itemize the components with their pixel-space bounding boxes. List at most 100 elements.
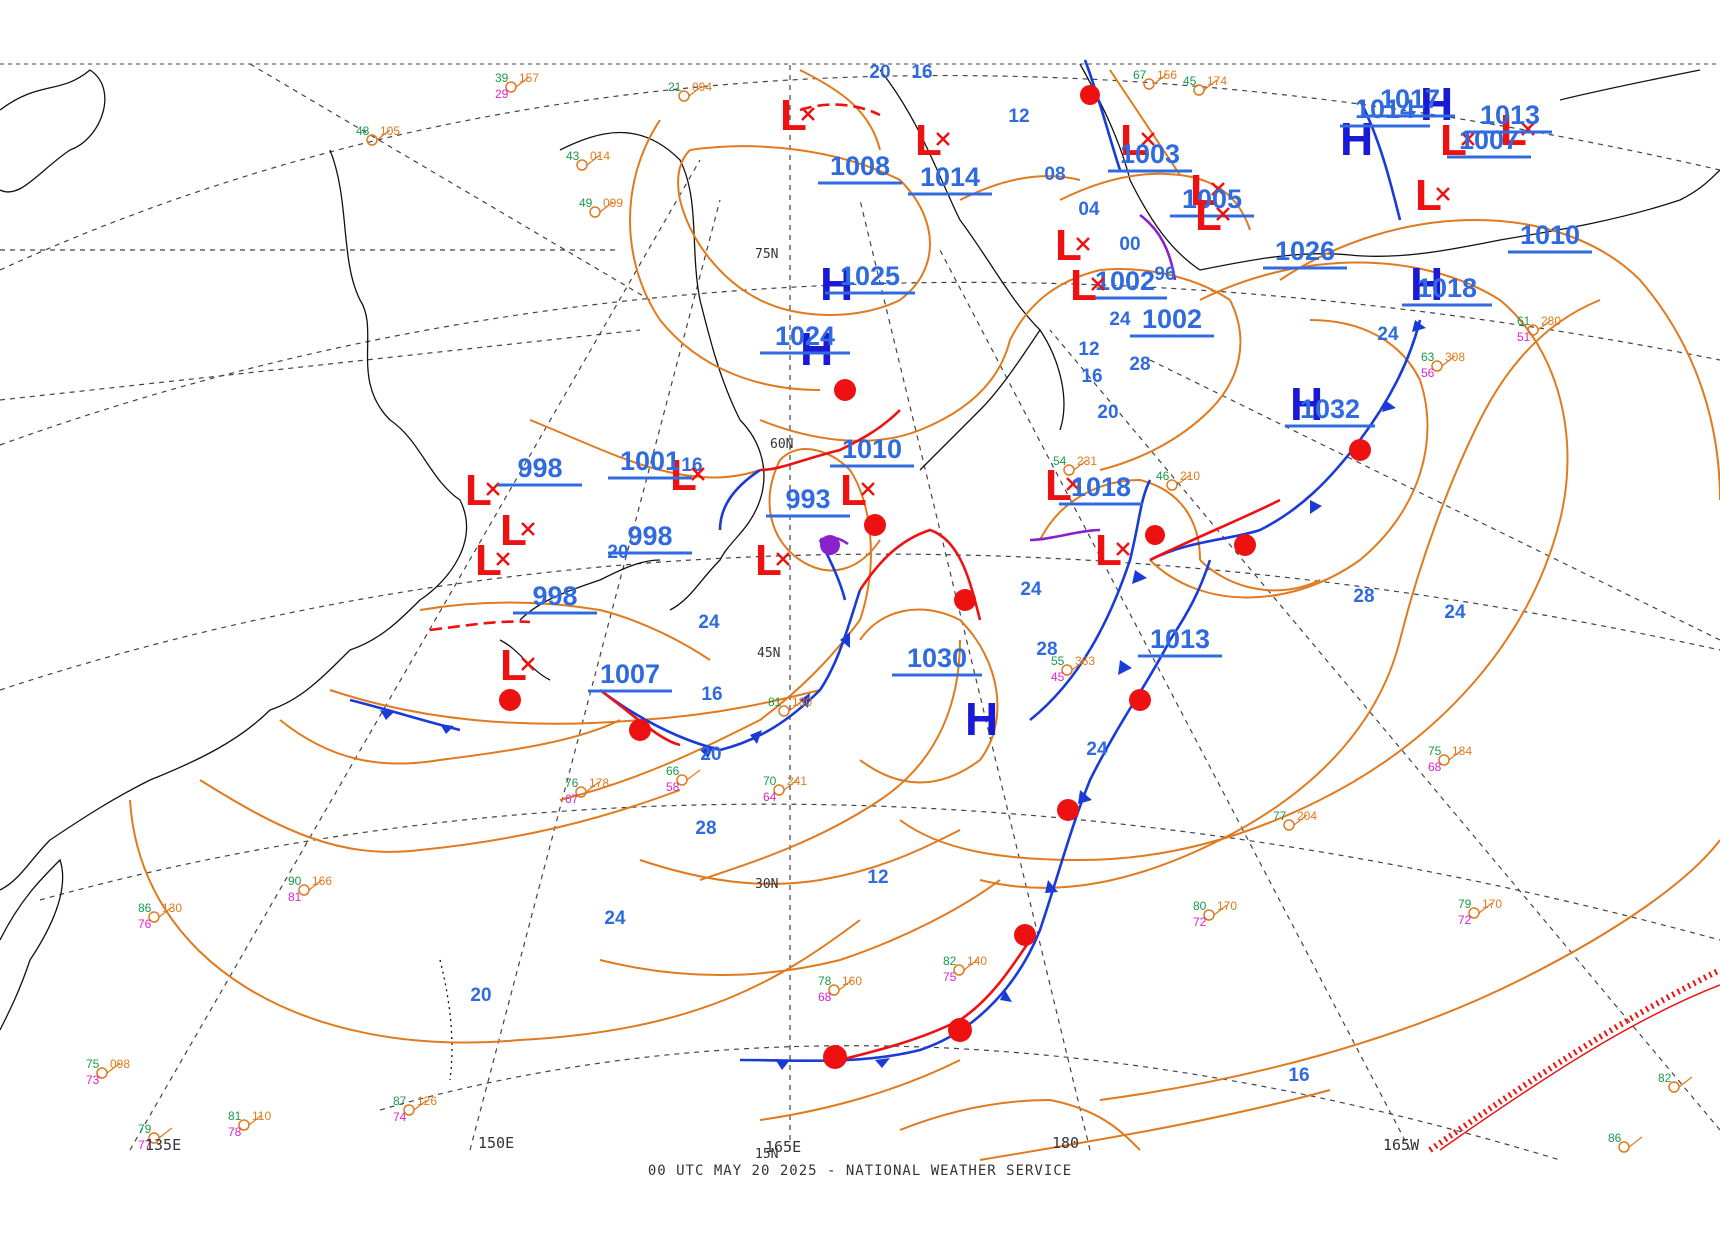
station-temp: 86	[138, 901, 152, 915]
station-temp: 70	[763, 774, 777, 788]
station-pressure: 126	[417, 1094, 437, 1108]
station-dewpoint: 68	[818, 990, 832, 1004]
station-pressure: 280	[1541, 314, 1561, 328]
isobar-value-label: 28	[1129, 354, 1150, 375]
low-letter: L	[465, 466, 492, 515]
station-pressure: 363	[1075, 654, 1095, 668]
low-x-mark	[486, 482, 500, 496]
low-letter: L	[670, 451, 697, 500]
wind-barb	[1176, 474, 1191, 486]
station-plot: 39 157 29	[495, 71, 539, 101]
lon-label: 165E	[765, 1138, 801, 1156]
station-pressure: 308	[1445, 350, 1465, 364]
station-plot: 49 099	[579, 196, 623, 218]
station-dewpoint: 75	[943, 970, 957, 984]
station-pressure: 170	[1217, 899, 1237, 913]
station-pressure: 166	[312, 874, 332, 888]
isobar-value-label: 24	[604, 908, 626, 929]
wind-barb	[308, 879, 323, 891]
high-pressure-value: 1025	[840, 261, 900, 291]
isobar-value-label: 24	[1377, 324, 1399, 345]
station-plot: 54 231	[1053, 454, 1097, 476]
station-plot: 75 098 73	[86, 1057, 130, 1087]
station-plot: 81 110 78	[228, 1109, 271, 1139]
low-x-mark	[776, 552, 790, 566]
station-temp: 78	[818, 974, 832, 988]
station-dewpoint: 73	[86, 1073, 100, 1087]
isobar-value-label: 16	[681, 455, 702, 476]
station-pressure: 180	[792, 695, 812, 709]
isobar-value-label: 20	[869, 62, 890, 83]
station-plot: 43 014	[566, 149, 610, 171]
low-letter: L	[1055, 221, 1082, 270]
wind-barb	[599, 201, 614, 213]
wind-barb	[106, 1062, 121, 1074]
low-pressure-center: L 1026	[1195, 191, 1347, 270]
isobar-value-label: 16	[1288, 1065, 1309, 1086]
station-dewpoint: 77	[138, 1138, 152, 1152]
low-x-mark	[521, 522, 535, 536]
isobar-value-label: 20	[1097, 402, 1118, 423]
low-letter: L	[1195, 191, 1222, 240]
coastlines	[0, 63, 1720, 1081]
station-temp: 61	[1517, 314, 1531, 328]
low-pressure-value: 1002	[1095, 266, 1155, 296]
high-letter: H	[965, 693, 998, 745]
station-pressure: 160	[842, 974, 862, 988]
station-pressure: 130	[162, 901, 182, 915]
station-dewpoint: 74	[393, 1110, 407, 1124]
station-temp: 39	[495, 71, 509, 85]
low-x-mark	[496, 552, 510, 566]
station-plot: 55 363 45	[1051, 654, 1095, 684]
station-temp: 77	[1273, 809, 1287, 823]
station-plot: 48 105	[356, 124, 400, 146]
low-pressure-center: L 1008	[780, 91, 902, 185]
wind-barb	[963, 959, 978, 971]
station-plot: 46 210	[1156, 469, 1200, 491]
station-pressure: 184	[1452, 744, 1472, 758]
station-dewpoint: 29	[495, 87, 509, 101]
lon-label: 165W	[1383, 1136, 1420, 1154]
station-temp: 82	[1658, 1071, 1672, 1085]
high-pressure-center: H 1030	[892, 643, 998, 745]
low-letter: L	[500, 506, 527, 555]
station-dewpoint: 58	[666, 780, 680, 794]
latitude-labels: 75N 60N 45N 30N 15N	[755, 247, 793, 1162]
isobar-value-label: 20	[470, 985, 491, 1006]
isobar-value-label: 28	[1353, 586, 1374, 607]
station-pressure: 098	[110, 1057, 130, 1071]
station-pressure: 170	[1482, 897, 1502, 911]
wind-barb	[248, 1114, 263, 1126]
station-plot: 63 308 56	[1421, 350, 1465, 380]
low-letter: L	[1120, 116, 1147, 165]
station-pressure: 140	[967, 954, 987, 968]
station-plot: 21 094	[668, 80, 712, 102]
station-pressure: 174	[1207, 74, 1227, 88]
low-pressure-center: L 998	[475, 536, 597, 615]
low-pressure-value: 1014	[920, 162, 980, 192]
lat-label: 60N	[770, 437, 793, 452]
isobar-value-label: 28	[695, 818, 716, 839]
isobars	[129, 69, 1720, 1161]
station-temp: 81	[768, 695, 782, 709]
station-plot: 80 170 72	[1193, 899, 1237, 929]
wind-barb	[788, 700, 803, 712]
station-temp: 90	[288, 874, 302, 888]
station-plot: 70 241 64	[763, 774, 807, 804]
low-pressure-center: L 998	[465, 453, 582, 515]
isobar-value-label: 96	[1154, 264, 1175, 285]
station-dewpoint: 76	[138, 917, 152, 931]
low-pressure-value: 998	[532, 581, 577, 611]
low-pressure-value: 1008	[830, 151, 890, 181]
station-temp: 75	[86, 1057, 100, 1071]
station-plot: 90 166 81	[288, 874, 332, 904]
station-dewpoint: 67	[565, 792, 579, 806]
